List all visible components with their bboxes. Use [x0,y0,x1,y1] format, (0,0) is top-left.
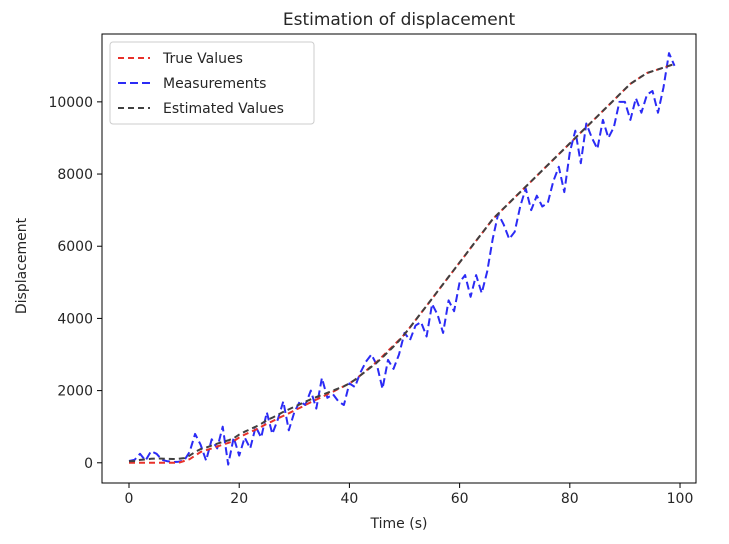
legend-label: Measurements [163,76,266,92]
y-tick-label: 2000 [57,384,93,400]
tick-layer: 0 20 40 60 80 100 0 2000 4000 6000 8000 10000 [48,95,693,507]
x-tick-label: 60 [451,491,469,507]
y-tick-label: 4000 [57,311,93,327]
legend-label: Estimated Values [163,101,284,117]
x-tick-label: 80 [561,491,579,507]
x-tick-label: 0 [125,491,134,507]
legend-frame [109,41,315,125]
series-layer [128,52,676,466]
y-tick-label: 8000 [57,167,93,183]
x-tick-label: 100 [667,491,694,507]
series-line-estimated-values [128,63,675,463]
y-tick-label: 10000 [48,95,93,111]
chart-title: Estimation of displacement [283,10,516,30]
x-axis-label: Time (s) [370,516,428,532]
legend: True Values Measurements Estimated Values [109,41,315,125]
x-tick-label: 20 [230,491,248,507]
y-tick-label: 6000 [57,239,93,255]
series-line-measurements [128,52,676,466]
legend-label: True Values [162,51,243,67]
y-tick-label: 0 [84,456,93,472]
plot-frame [101,33,697,484]
y-axis-label: Displacement [14,217,30,314]
x-tick-label: 40 [340,491,358,507]
